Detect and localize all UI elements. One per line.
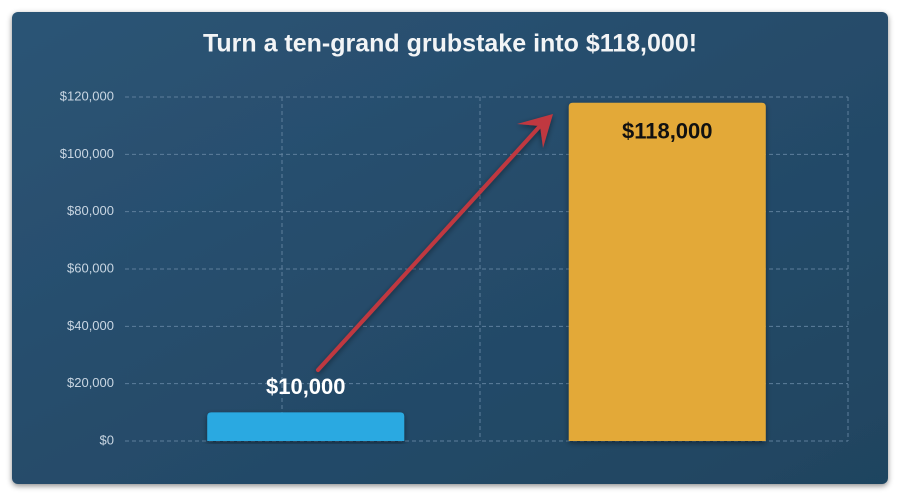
bar: [207, 412, 405, 441]
arrow: [316, 114, 553, 372]
labels: $10,000 $118,000: [266, 119, 713, 400]
y-tick-label: $80,000: [67, 203, 114, 218]
y-tick-label: $20,000: [67, 375, 114, 390]
chart-title: Turn a ten-grand grubstake into $118,000…: [203, 30, 697, 58]
value-label: $10,000: [266, 374, 346, 399]
plot: $0 $20,000 $40,000 $60,000 $80,000 $100,000 $1…: [60, 88, 848, 447]
y-tick-label: $100,000: [60, 146, 114, 161]
y-tick-label: $0: [100, 432, 114, 447]
bar: [568, 102, 766, 441]
value-label: $118,000: [622, 119, 713, 144]
y-tick-label: $40,000: [67, 318, 114, 333]
y-tick-label: $120,000: [60, 88, 114, 103]
y-tick-label: $60,000: [67, 260, 114, 275]
